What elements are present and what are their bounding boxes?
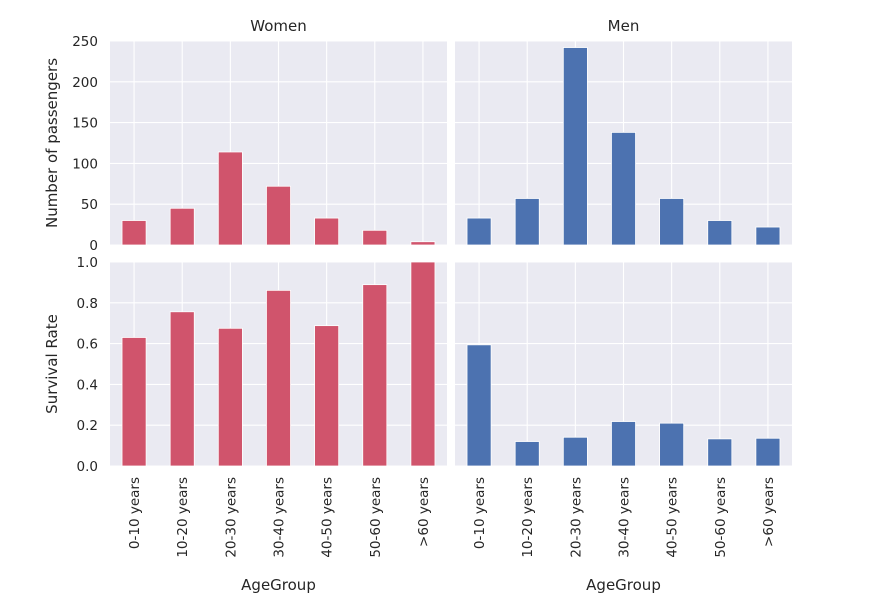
panel-1-bar — [121, 220, 147, 246]
panel-3-bar — [266, 289, 291, 467]
panel-4-bar — [707, 438, 733, 467]
panel-1-bar — [266, 185, 291, 246]
panel-1-ytick-label: 150 — [72, 116, 98, 132]
panel-4-bar — [755, 437, 781, 467]
panel-4-xtick-label: 20-30 years — [568, 477, 584, 558]
panel-3-bar — [217, 327, 243, 467]
panel-3-ytick-label: 0.2 — [77, 418, 98, 434]
panel-2-bar — [755, 226, 781, 246]
panel-3-xtick-label: 0-10 years — [127, 477, 143, 549]
panel-4-xtick-label: 0-10 years — [472, 477, 488, 549]
panel-3-ytick-label: 0.0 — [77, 459, 98, 475]
panel-4-xtick-label: >60 years — [761, 477, 777, 547]
panel-2-bar — [562, 47, 588, 246]
panel-3-bar — [362, 284, 388, 467]
panel-3-xtick-label: 30-40 years — [272, 477, 288, 558]
panel-3-xtick-label: 50-60 years — [368, 477, 384, 558]
panel-1-ytick-label: 250 — [72, 34, 98, 50]
panel-3-xlabel: AgeGroup — [241, 576, 316, 594]
panel-4-bar — [466, 344, 492, 467]
panel-3-ytick-label: 0.6 — [77, 337, 98, 353]
panel-3-bar — [314, 325, 340, 467]
panel-4-bar — [562, 436, 588, 467]
panel-1-ytick-label: 0 — [89, 238, 98, 254]
panel-3-ytick-label: 0.8 — [77, 296, 98, 312]
panel-1-bar — [169, 207, 195, 246]
panel-1-title: Women — [250, 17, 306, 35]
panel-3-ytick-label: 0.4 — [77, 377, 98, 393]
panel-2-bar — [611, 131, 636, 246]
panel-4-xtick-label: 30-40 years — [617, 477, 633, 558]
panel-2-bar — [659, 198, 685, 246]
panel-1-bar — [362, 229, 388, 246]
panel-3-bar — [410, 261, 436, 467]
panel-3-xtick-label: 10-20 years — [175, 477, 191, 558]
panel-1-ytick-label: 200 — [72, 75, 98, 91]
panel-2-bar — [466, 217, 492, 246]
panel-1-ylabel: Number of passengers — [43, 58, 61, 228]
panel-3-xtick-label: 20-30 years — [223, 477, 239, 558]
panel-1-bar — [314, 217, 340, 246]
panel-2-bar — [514, 198, 540, 246]
panel-1-ytick-label: 100 — [72, 156, 98, 172]
panel-1-bar — [217, 151, 243, 246]
panel-1-bar — [410, 241, 436, 246]
panel-2-title: Men — [608, 17, 640, 35]
panel-4-xtick-label: 40-50 years — [665, 477, 681, 558]
panel-4-bar — [514, 441, 540, 467]
panel-3-ylabel: Survival Rate — [43, 314, 61, 414]
panel-4-xtick-label: 50-60 years — [713, 477, 729, 558]
panel-1-ytick-label: 50 — [81, 197, 98, 213]
panel-3-bar — [121, 337, 147, 467]
panel-3-xtick-label: >60 years — [416, 477, 432, 547]
panel-4-bar — [659, 422, 685, 467]
panel-3-xtick-label: 40-50 years — [320, 477, 336, 558]
panel-4-bar — [611, 421, 636, 467]
panel-2-bar — [707, 220, 733, 246]
panel-3-bar — [169, 311, 195, 467]
panel-3-ytick-label: 1.0 — [77, 255, 98, 271]
panel-4-xlabel: AgeGroup — [586, 576, 661, 594]
panel-4-xtick-label: 10-20 years — [520, 477, 536, 558]
